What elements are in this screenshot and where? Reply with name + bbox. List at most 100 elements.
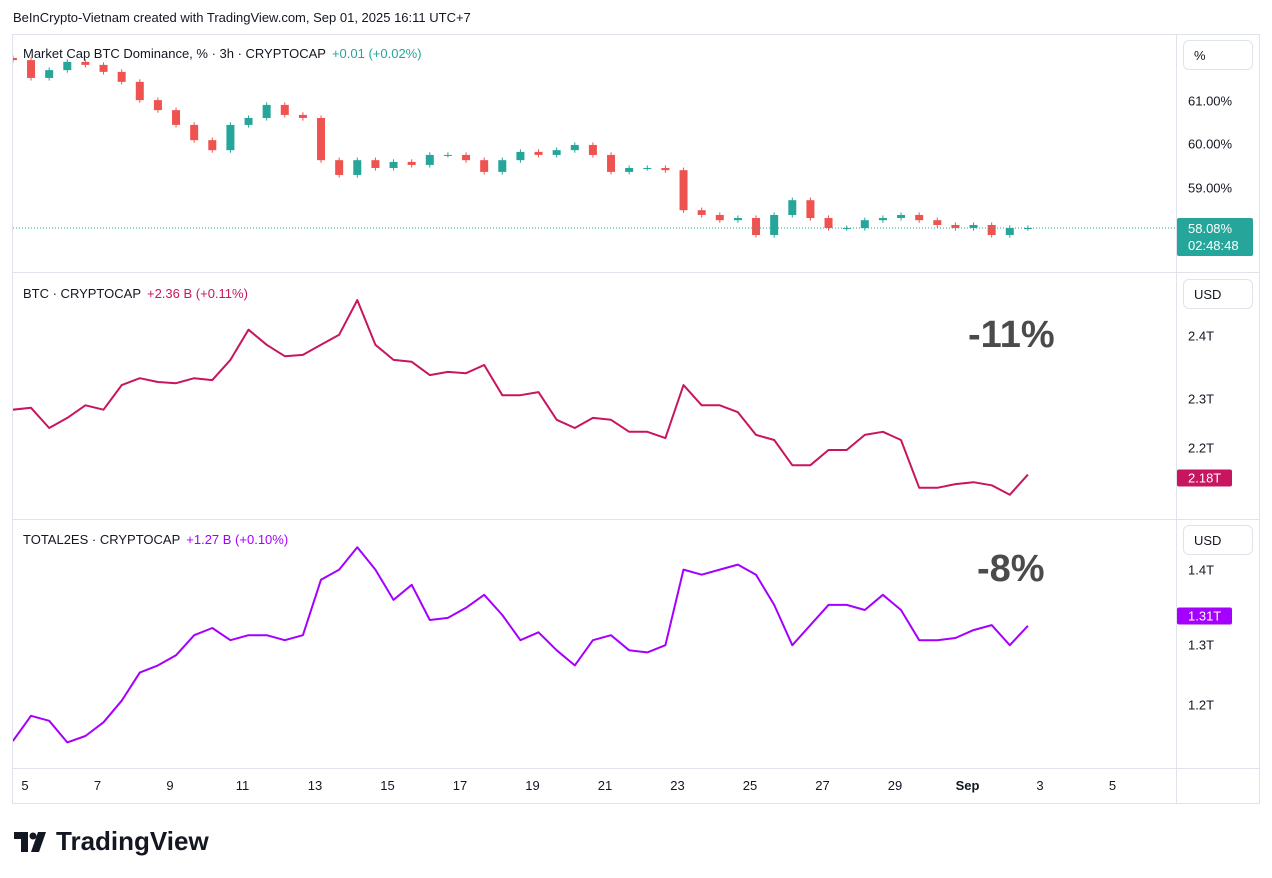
candle bbox=[480, 160, 489, 172]
candle bbox=[190, 124, 199, 141]
candle bbox=[353, 160, 362, 175]
time-tick: 21 bbox=[597, 778, 613, 793]
candle bbox=[588, 144, 597, 155]
candle bbox=[63, 61, 72, 71]
price-tick: 60.00% bbox=[1188, 136, 1233, 152]
pane-divider[interactable] bbox=[12, 519, 1260, 520]
candle bbox=[371, 160, 380, 168]
price-axis-divider bbox=[1176, 34, 1177, 803]
candle bbox=[462, 154, 471, 161]
candle bbox=[443, 154, 452, 156]
time-tick: 23 bbox=[670, 778, 685, 793]
legend-change: +2.36 B (+0.11%) bbox=[146, 286, 248, 301]
btc-market-cap-pane[interactable] bbox=[13, 273, 1176, 519]
time-tick: 19 bbox=[525, 778, 540, 793]
percent-change-annotation: -8% bbox=[977, 548, 1045, 590]
candle bbox=[99, 64, 108, 72]
candle bbox=[534, 151, 543, 155]
unit-selector-usd[interactable]: USD bbox=[1183, 525, 1253, 555]
time-tick: 3 bbox=[1036, 778, 1044, 793]
candle bbox=[824, 218, 833, 229]
chart-credit: BeInCrypto-Vietnam created with TradingV… bbox=[13, 10, 471, 25]
price-tick: 1.3T bbox=[1188, 637, 1215, 653]
candle bbox=[697, 210, 706, 215]
candle bbox=[389, 161, 398, 168]
candle bbox=[969, 224, 978, 229]
candle bbox=[915, 214, 924, 221]
candle-countdown: 02:48:48 bbox=[1188, 238, 1239, 253]
candle bbox=[407, 161, 416, 165]
pane-legend-btc[interactable]: BTC · CRYPTOCAP +2.36 B (+0.11%) bbox=[23, 286, 248, 301]
price-tick: 61.00% bbox=[1188, 93, 1233, 109]
price-tick: 2.3T bbox=[1188, 391, 1215, 407]
time-tick: 25 bbox=[742, 778, 758, 793]
candle bbox=[498, 160, 507, 172]
pane-legend-total2es[interactable]: TOTAL2ES · CRYPTOCAP +1.27 B (+0.10%) bbox=[23, 532, 288, 547]
candle bbox=[878, 218, 887, 221]
candle bbox=[45, 70, 54, 78]
candle bbox=[1005, 228, 1014, 235]
time-tick: 17 bbox=[452, 778, 468, 793]
brand-name: TradingView bbox=[56, 826, 209, 856]
candle bbox=[752, 218, 761, 235]
candle bbox=[135, 81, 144, 101]
unit-selector-usd[interactable]: USD bbox=[1183, 279, 1253, 309]
unit-selector-percent[interactable]: % bbox=[1183, 40, 1253, 70]
time-tick: 27 bbox=[815, 778, 830, 793]
candle bbox=[733, 218, 742, 221]
price-tick: 2.2T bbox=[1188, 440, 1215, 456]
legend-title: Market Cap BTC Dominance, % · 3h · CRYPT… bbox=[23, 46, 326, 61]
candle bbox=[897, 214, 906, 219]
btc-dominance-pane[interactable] bbox=[13, 35, 1176, 272]
candle bbox=[317, 117, 326, 161]
chart-frame bbox=[12, 34, 1260, 804]
candle bbox=[226, 124, 235, 151]
candle bbox=[570, 144, 579, 151]
current-price-label: 2.18T bbox=[1177, 469, 1233, 487]
candle bbox=[770, 214, 779, 235]
time-tick: 11 bbox=[235, 778, 250, 793]
candle bbox=[244, 117, 253, 125]
total2es-pane[interactable] bbox=[13, 520, 1176, 768]
candle bbox=[715, 214, 724, 221]
time-tick: 29 bbox=[887, 778, 903, 793]
candle bbox=[625, 167, 634, 172]
total2es-series-line bbox=[13, 546, 1029, 744]
candle bbox=[117, 71, 126, 82]
candle bbox=[335, 160, 344, 175]
time-tick: 13 bbox=[307, 778, 323, 793]
candle bbox=[679, 170, 688, 211]
candle bbox=[153, 100, 162, 111]
candle bbox=[933, 220, 942, 225]
time-tick: 7 bbox=[93, 778, 102, 793]
candle bbox=[280, 104, 289, 115]
price-tick: 2.4T bbox=[1188, 328, 1215, 344]
candle bbox=[788, 200, 797, 215]
candle bbox=[13, 57, 17, 61]
legend-title: TOTAL2ES · CRYPTOCAP bbox=[23, 532, 181, 547]
candle bbox=[425, 154, 434, 165]
candle bbox=[262, 104, 271, 118]
pane-legend-dominance[interactable]: Market Cap BTC Dominance, % · 3h · CRYPT… bbox=[23, 46, 422, 61]
candle bbox=[27, 60, 36, 78]
candle bbox=[172, 110, 181, 125]
price-tick: 1.2T bbox=[1188, 697, 1215, 713]
legend-change: +1.27 B (+0.10%) bbox=[186, 532, 289, 547]
time-tick: Sep bbox=[955, 778, 980, 793]
candle bbox=[208, 140, 217, 151]
pane-divider[interactable] bbox=[12, 272, 1260, 273]
candle bbox=[516, 151, 525, 161]
candle bbox=[661, 167, 670, 171]
legend-title: BTC · CRYPTOCAP bbox=[23, 286, 141, 301]
time-tick: 15 bbox=[380, 778, 395, 793]
candle bbox=[607, 154, 616, 172]
tradingview-logo[interactable]: TradingView bbox=[14, 826, 209, 857]
candle bbox=[842, 228, 851, 230]
tradingview-logo-icon bbox=[14, 831, 46, 852]
candle bbox=[860, 220, 869, 229]
percent-change-annotation: -11% bbox=[968, 314, 1055, 356]
candle bbox=[987, 224, 996, 235]
current-price-label: 1.31T bbox=[1177, 607, 1233, 625]
time-tick: 9 bbox=[166, 778, 174, 793]
time-axis-divider bbox=[12, 768, 1260, 769]
